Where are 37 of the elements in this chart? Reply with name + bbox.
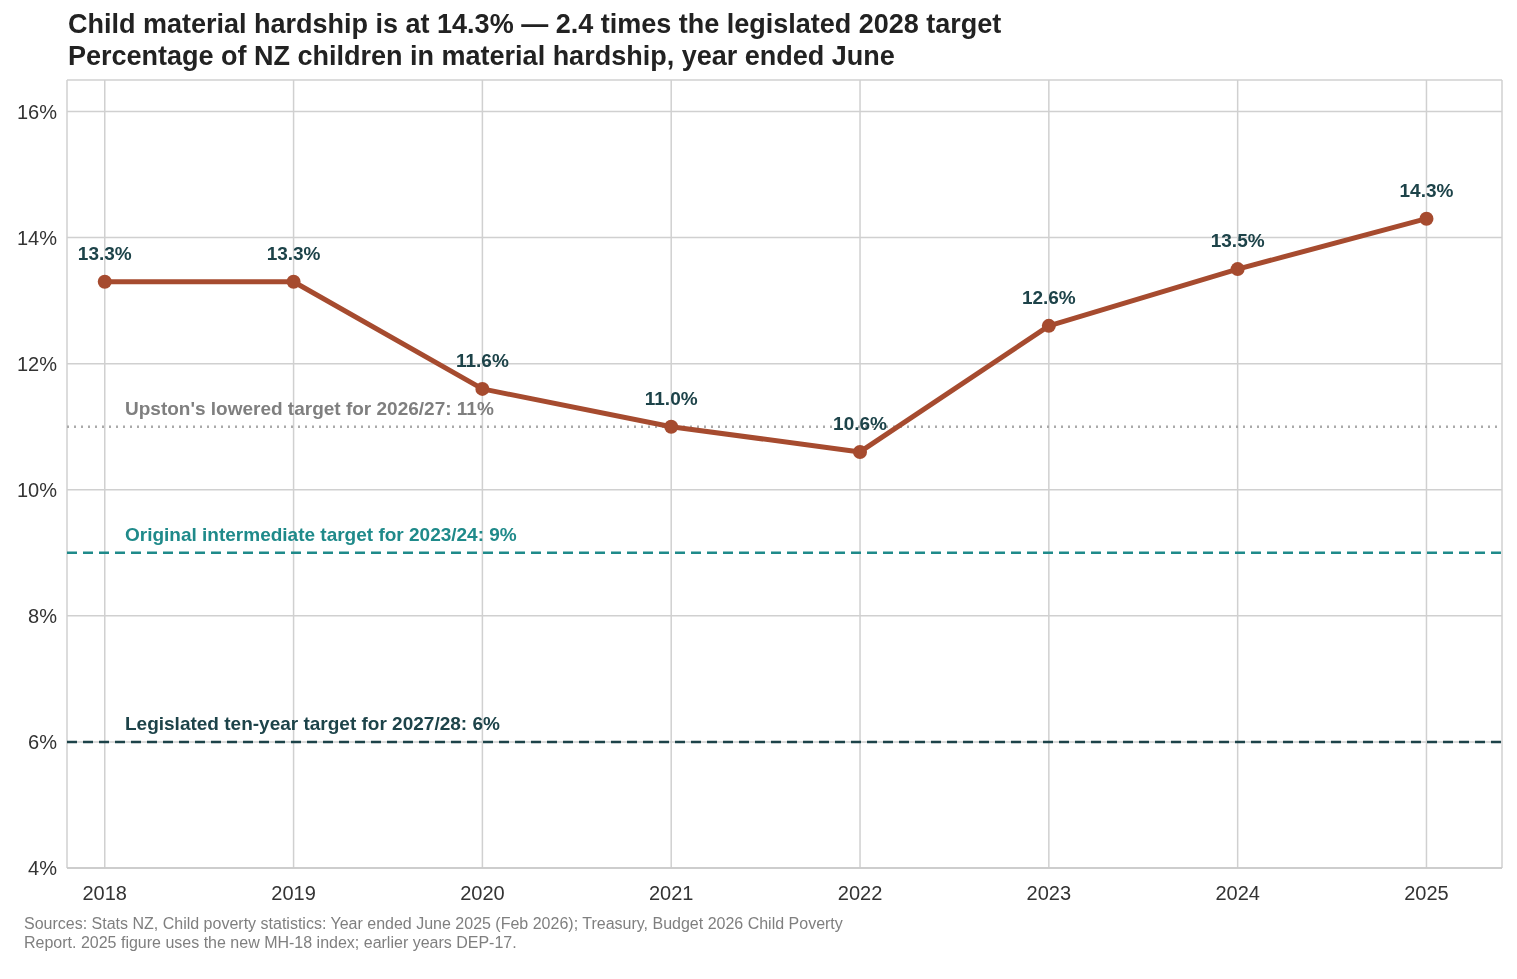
- y-tick-label: 4%: [28, 857, 58, 880]
- point: [853, 444, 868, 459]
- x-tick-label: 2018: [82, 882, 128, 905]
- x-tick-label: 2023: [1026, 882, 1072, 905]
- x-tick-label: 2024: [1215, 882, 1260, 905]
- y-tick-label: 8%: [28, 604, 58, 627]
- data-label: 12.6%: [1021, 286, 1076, 308]
- point: [97, 274, 112, 289]
- ref-line-label: Legislated ten-year target for 2027/28: 6%: [125, 712, 500, 734]
- chart-subtitle: Percentage of NZ children in material hardship, year ended June: [68, 40, 896, 72]
- point: [286, 274, 301, 289]
- data-label: 14.3%: [1399, 179, 1454, 201]
- y-tick-label: 10%: [16, 478, 58, 501]
- x-tick-label: 2025: [1404, 882, 1449, 905]
- data-label: 13.3%: [77, 242, 132, 264]
- x-tick-label: 2019: [271, 882, 316, 905]
- y-tick-label: 14%: [16, 226, 58, 249]
- chart-title: Child material hardship is at 14.3% — 2.4 times the legislated 2028 target: [68, 8, 1003, 40]
- y-tick-label: 6%: [28, 731, 58, 754]
- data-label: 11.6%: [455, 349, 509, 371]
- point: [1041, 318, 1056, 333]
- ref-line-label: Original intermediate target for 2023/24: 9%: [125, 523, 517, 545]
- point: [664, 419, 679, 434]
- y-tick-label: 16%: [16, 100, 58, 123]
- point: [475, 381, 490, 396]
- data-label: 10.6%: [833, 412, 888, 434]
- x-tick-label: 2022: [837, 882, 883, 905]
- x-tick-label: 2021: [648, 882, 694, 905]
- x-tick-label: 2020: [460, 882, 505, 905]
- point: [1230, 262, 1245, 277]
- ref-line-label: Upston's lowered target for 2026/27: 11%: [125, 397, 494, 419]
- data-label: 11.0%: [644, 387, 698, 409]
- point: [1419, 211, 1434, 226]
- data-label: 13.5%: [1210, 230, 1265, 252]
- y-tick-label: 12%: [16, 352, 58, 375]
- data-label: 13.3%: [266, 242, 321, 264]
- source-note: Sources: Stats NZ, Child poverty statistics: Year ended June 2025 (Feb 2026); Treasury, Budget 2026 Child Poverty Report. 2025 figure uses the new MH-18 index; earlier years DEP-17.: [24, 914, 844, 952]
